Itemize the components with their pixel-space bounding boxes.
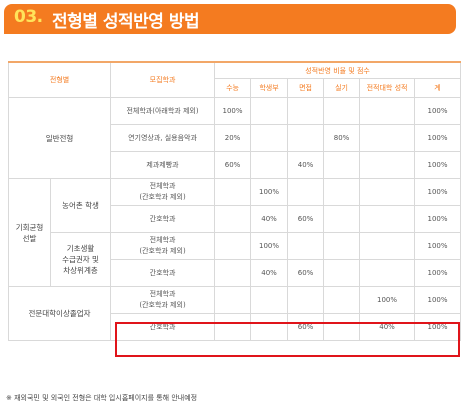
major-cell: 연기영상과, 실용음악과 (110, 124, 216, 152)
category-opportunity-balance: 기회균형 선발 (8, 178, 51, 287)
value-cell: 100% (414, 259, 462, 287)
value-cell: 100% (214, 97, 252, 125)
major-cell: 간호학과 (110, 313, 216, 341)
value-cell (250, 124, 289, 152)
category-general: 일반전형 (7, 97, 112, 179)
value-cell (214, 259, 252, 287)
value-cell: 100% (414, 313, 462, 341)
value-cell: 100% (359, 286, 416, 314)
value-cell: 100% (414, 232, 462, 260)
value-cell: 60% (287, 259, 325, 287)
value-cell (214, 286, 252, 314)
value-cell (359, 124, 416, 152)
value-cell (323, 97, 361, 125)
table-row: 전문대학이상졸업자 전체학과 (간호학과 제외) 100% 100% (7, 286, 462, 341)
subcategory-basic-livelihood: 기초생활 수급권자 및 차상위계층 (49, 232, 112, 287)
table-row: 간호학과 60% 40% 100% (9, 313, 462, 341)
header-type: 전형별 (7, 61, 112, 98)
value-cell (359, 178, 416, 206)
value-cell: 20% (214, 124, 252, 152)
value-cell: 60% (287, 205, 325, 233)
major-cell: 전체학과 (간호학과 제외) (110, 232, 216, 260)
header-school-record: 학생부 (250, 78, 289, 98)
value-cell: 100% (414, 97, 462, 125)
header-ratio-group: 성적반영 비율 및 점수 (214, 61, 462, 79)
value-cell: 60% (214, 151, 252, 179)
value-cell: 40% (287, 151, 325, 179)
header-major: 모집학과 (110, 61, 216, 98)
value-cell (287, 97, 325, 125)
value-cell (359, 151, 416, 179)
value-cell (250, 97, 289, 125)
value-cell (214, 313, 252, 341)
value-cell: 100% (414, 205, 462, 233)
value-cell (359, 97, 416, 125)
value-cell (250, 313, 289, 341)
value-cell: 60% (287, 313, 325, 341)
value-cell (359, 205, 416, 233)
footnote: ※ 재외국민 및 외국인 전형은 대학 입시홈페이지를 통해 안내예정 (6, 394, 198, 402)
table-row: 간호학과 40% 60% 100% (9, 205, 462, 233)
value-cell: 100% (414, 151, 462, 179)
header-practical: 실기 (323, 78, 361, 98)
value-cell (250, 286, 289, 314)
header-interview: 면접 (287, 78, 325, 98)
table-row: 간호학과 40% 60% 100% (9, 259, 462, 287)
header-total: 계 (414, 78, 462, 98)
grading-method-table: 전형별 모집학과 성적반영 비율 및 점수 수능 학생부 면접 실기 전적대학 … (7, 61, 462, 341)
value-cell (214, 232, 252, 260)
major-cell: 전체학과 (간호학과 제외) (110, 178, 216, 206)
table-row: 기초생활 수급권자 및 차상위계층 전체학과 (간호학과 제외) 100% 10… (9, 232, 462, 287)
value-cell (323, 151, 361, 179)
value-cell (250, 151, 289, 179)
value-cell: 100% (250, 178, 289, 206)
value-cell (287, 286, 325, 314)
table-row: 제과제빵과 60% 40% 100% (9, 151, 462, 179)
value-cell (359, 259, 416, 287)
header-suneung: 수능 (214, 78, 252, 98)
subcategory-rural-students: 농어촌 학생 (49, 178, 112, 233)
value-cell: 100% (414, 124, 462, 152)
value-cell: 40% (359, 313, 416, 341)
table-row: 일반전형 전체학과(아래학과 제외) 100% 100% (7, 97, 462, 179)
value-cell: 100% (414, 178, 462, 206)
value-cell (287, 178, 325, 206)
major-cell: 간호학과 (110, 259, 216, 287)
value-cell: 100% (414, 286, 462, 314)
value-cell: 40% (250, 259, 289, 287)
value-cell (287, 124, 325, 152)
section-number: 03. (14, 7, 43, 27)
value-cell (359, 232, 416, 260)
section-title-bar: 03. 전형별 성적반영 방법 (4, 4, 456, 34)
major-cell: 전체학과 (간호학과 제외) (110, 286, 216, 314)
value-cell: 80% (323, 124, 361, 152)
value-cell: 100% (250, 232, 289, 260)
table-row: 연기영상과, 실용음악과 20% 80% 100% (9, 124, 462, 152)
value-cell (323, 313, 361, 341)
value-cell (323, 232, 361, 260)
category-college-graduates: 전문대학이상졸업자 (7, 286, 112, 341)
value-cell (323, 286, 361, 314)
major-cell: 제과제빵과 (110, 151, 216, 179)
table-row: 기회균형 선발 농어촌 학생 전체학과 (간호학과 제외) 100% 100% (8, 178, 462, 287)
value-cell (287, 232, 325, 260)
header-prior-college-grade: 전적대학 성적 (359, 78, 416, 98)
value-cell (214, 178, 252, 206)
value-cell (323, 205, 361, 233)
major-cell: 전체학과(아래학과 제외) (110, 97, 216, 125)
value-cell (323, 178, 361, 206)
section-title: 전형별 성적반영 방법 (52, 12, 200, 32)
value-cell (323, 259, 361, 287)
value-cell (214, 205, 252, 233)
value-cell: 40% (250, 205, 289, 233)
major-cell: 간호학과 (110, 205, 216, 233)
